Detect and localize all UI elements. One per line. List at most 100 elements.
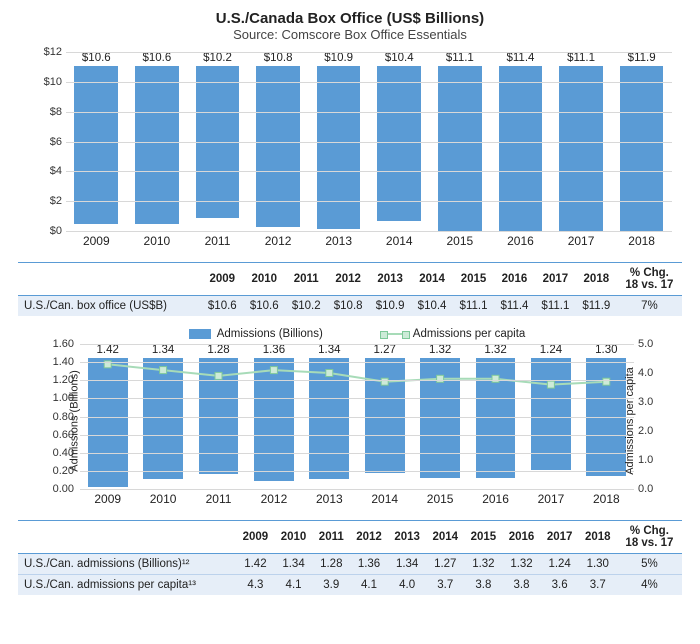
x-tick: 2009: [66, 234, 127, 254]
cell: $11.1: [453, 296, 494, 317]
cell: 3.9: [313, 575, 350, 596]
cell: 1.36: [350, 554, 388, 575]
y-tick: $12: [20, 46, 62, 58]
bar-value-label: 1.32: [484, 344, 506, 356]
cell: $10.6: [243, 296, 285, 317]
y-axis-left-label: Admissions (Billions): [69, 370, 81, 471]
bar-value-label: $10.9: [324, 52, 353, 64]
cell: $11.1: [535, 296, 576, 317]
y-tick-left: 1.40: [32, 356, 74, 368]
x-tick: 2010: [135, 492, 190, 512]
bar: [309, 358, 349, 479]
x-tick: 2015: [430, 234, 491, 254]
legend-bar-label: Admissions (Billions): [217, 328, 323, 340]
row-label: U.S./Can. box office (US$B): [18, 296, 201, 317]
bar: [438, 66, 482, 231]
y-tick: $4: [20, 165, 62, 177]
bar-value-label: $11.4: [506, 52, 534, 64]
col-header: 2012: [327, 263, 369, 296]
col-header: 2012: [350, 521, 388, 554]
col-header: 2017: [535, 263, 576, 296]
y-tick: $8: [20, 106, 62, 118]
legend-line-label: Admissions per capita: [413, 328, 526, 340]
y-tick-right: 2.0: [638, 425, 678, 437]
row-label: U.S./Can. admissions (Billions)¹²: [18, 554, 236, 575]
admissions-legend: Admissions (Billions) Admissions per cap…: [80, 326, 634, 342]
bar-value-label: $11.1: [567, 52, 595, 64]
y-tick-right: 1.0: [638, 454, 678, 466]
y-tick: $10: [20, 76, 62, 88]
x-tick: 2017: [523, 492, 578, 512]
x-tick: 2014: [369, 234, 430, 254]
bar: [88, 358, 128, 487]
col-header: 2010: [274, 521, 312, 554]
page-subtitle: Source: Comscore Box Office Essentials: [18, 27, 682, 42]
cell: 4.3: [236, 575, 274, 596]
col-header: 2018: [576, 263, 617, 296]
y-tick: $0: [20, 225, 62, 237]
bar-value-label: 1.27: [374, 344, 396, 356]
x-tick: 2018: [579, 492, 634, 512]
cell: $10.8: [327, 296, 369, 317]
x-tick: 2014: [357, 492, 412, 512]
bar: [559, 66, 603, 231]
col-header: 2017: [541, 521, 579, 554]
cell: $10.6: [201, 296, 243, 317]
x-tick: 2012: [246, 492, 301, 512]
y-tick-right: 3.0: [638, 396, 678, 408]
y-tick-left: 0.20: [32, 465, 74, 477]
col-header: 2013: [369, 263, 411, 296]
y-tick-left: 0.00: [32, 483, 74, 495]
bar-value-label: $10.2: [203, 52, 232, 64]
y-tick-right: 4.0: [638, 367, 678, 379]
cell: 1.24: [541, 554, 579, 575]
cell: 1.30: [579, 554, 617, 575]
col-header: 2016: [502, 521, 540, 554]
col-header: 2018: [579, 521, 617, 554]
cell: 1.34: [388, 554, 426, 575]
cell-change: 4%: [617, 575, 682, 596]
y-tick-left: 1.60: [32, 338, 74, 350]
y-tick-right: 5.0: [638, 338, 678, 350]
cell: 1.32: [464, 554, 502, 575]
bar-value-label: 1.34: [152, 344, 174, 356]
col-header: 2009: [236, 521, 274, 554]
col-header: 2013: [388, 521, 426, 554]
box-office-chart: $10.6$10.6$10.2$10.8$10.9$10.4$11.1$11.4…: [18, 48, 682, 258]
col-header: 2014: [426, 521, 464, 554]
y-tick: $2: [20, 195, 62, 207]
y-tick-left: 0.40: [32, 447, 74, 459]
cell: $11.4: [494, 296, 535, 317]
x-tick: 2013: [308, 234, 369, 254]
cell: 4.1: [274, 575, 312, 596]
bar-value-label: 1.24: [540, 344, 562, 356]
cell: 3.7: [579, 575, 617, 596]
col-header-change: % Chg. 18 vs. 17: [617, 521, 682, 554]
table-row: U.S./Can. admissions per capita¹³4.34.13…: [18, 575, 682, 596]
col-header: 2015: [453, 263, 494, 296]
bar: [377, 66, 421, 221]
cell: 1.28: [313, 554, 350, 575]
box-office-table: 2009201020112012201320142015201620172018…: [18, 262, 682, 316]
y-tick-left: 0.80: [32, 411, 74, 423]
bar-value-label: 1.30: [595, 344, 617, 356]
col-header: 2011: [285, 263, 327, 296]
bar-value-label: 1.32: [429, 344, 451, 356]
row-label: U.S./Can. admissions per capita¹³: [18, 575, 236, 596]
col-header: 2009: [201, 263, 243, 296]
x-tick: 2013: [302, 492, 357, 512]
cell: $10.4: [411, 296, 453, 317]
x-tick: 2010: [127, 234, 188, 254]
cell: 3.8: [502, 575, 540, 596]
y-tick-left: 1.20: [32, 374, 74, 386]
bar-value-label: 1.36: [263, 344, 285, 356]
page-title: U.S./Canada Box Office (US$ Billions): [18, 10, 682, 27]
cell: 1.27: [426, 554, 464, 575]
admissions-table: 2009201020112012201320142015201620172018…: [18, 520, 682, 595]
bar-value-label: 1.42: [97, 344, 119, 356]
cell: $10.2: [285, 296, 327, 317]
col-header: 2016: [494, 263, 535, 296]
bar-value-label: $11.9: [628, 52, 656, 64]
x-tick: 2018: [611, 234, 672, 254]
cell: 1.34: [274, 554, 312, 575]
